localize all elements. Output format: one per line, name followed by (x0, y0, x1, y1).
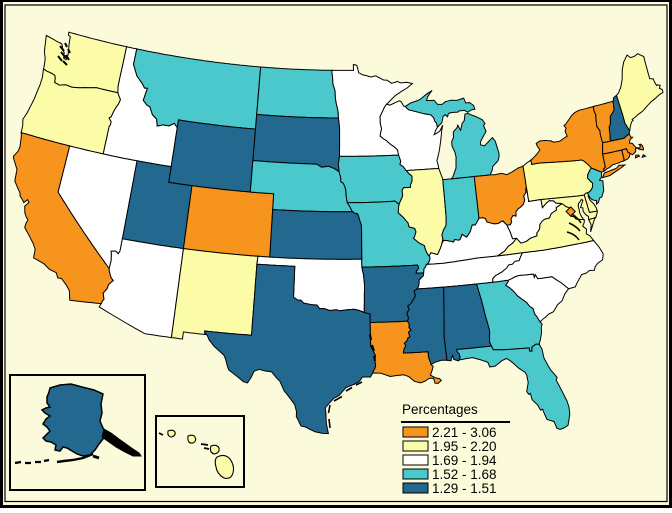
svg-text:1.95 - 2.20: 1.95 - 2.20 (432, 439, 497, 454)
svg-text:1.29 - 1.51: 1.29 - 1.51 (432, 481, 497, 496)
svg-text:2.21 - 3.06: 2.21 - 3.06 (432, 425, 497, 440)
svg-text:1.69 - 1.94: 1.69 - 1.94 (432, 453, 497, 468)
svg-text:Percentages: Percentages (402, 402, 478, 417)
svg-text:1.52 - 1.68: 1.52 - 1.68 (432, 467, 497, 482)
